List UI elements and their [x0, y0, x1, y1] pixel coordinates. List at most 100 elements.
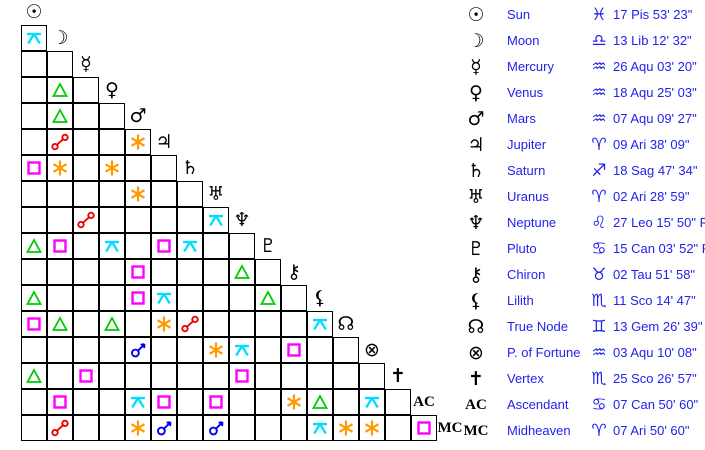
planet-name-lilith: Lilith — [507, 293, 534, 308]
legend-row-chiron[interactable]: ⚷ Chiron ♉ 02 Tau 51' 58" — [455, 262, 705, 288]
aspect-square-icon — [155, 393, 173, 411]
aspect-cell-trine — [47, 311, 73, 337]
grid-header-glyph-mercury: ☿ — [80, 52, 92, 75]
aspect-trine-icon — [25, 289, 43, 307]
aspect-cell-empty — [203, 233, 229, 259]
aspect-cell-square — [203, 389, 229, 415]
aspect-cell-square — [21, 311, 47, 337]
aspect-cell-empty — [47, 207, 73, 233]
aspect-conjunction-icon — [155, 419, 173, 437]
aspect-cell-empty — [99, 181, 125, 207]
aspect-conjunction-icon — [129, 341, 147, 359]
aspect-cell-opposition — [73, 207, 99, 233]
aspect-cell-empty — [21, 415, 47, 441]
aspect-cell-empty — [73, 259, 99, 285]
aspect-opposition-icon — [77, 211, 95, 229]
aspect-sextile-icon — [155, 315, 173, 333]
aspect-cell-empty — [73, 155, 99, 181]
planet-name-pluto: Pluto — [507, 241, 537, 256]
aspect-cell-semisextile — [151, 285, 177, 311]
planet-position-mars: 07 Aqu 09' 27" — [613, 111, 697, 126]
legend-row-midheaven[interactable]: MC Midheaven ♈ 07 Ari 50' 60" — [455, 418, 705, 444]
legend-row-moon[interactable]: ☽ Moon ♎ 13 Lib 12' 32" — [455, 28, 705, 54]
aspect-sextile-icon — [337, 419, 355, 437]
planet-glyph-neptune-icon: ♆ — [467, 211, 485, 234]
aspect-opposition-icon — [181, 315, 199, 333]
aspect-cell-empty — [281, 363, 307, 389]
aspect-trine-icon — [259, 289, 277, 307]
planet-glyph-vertex-icon: ✝ — [468, 367, 484, 390]
legend-row-neptune[interactable]: ♆ Neptune ♌ 27 Leo 15' 50" R — [455, 210, 705, 236]
aspect-cell-square — [73, 363, 99, 389]
planet-name-true_node: True Node — [507, 319, 568, 334]
aspect-cell-semisextile — [359, 389, 385, 415]
grid-header-glyph-ascendant: AC — [413, 393, 435, 410]
planet-position-lilith: 11 Sco 14' 47" — [613, 293, 696, 308]
legend-row-mercury[interactable]: ☿ Mercury ♒ 26 Aqu 03' 20" — [455, 54, 705, 80]
aspect-cell-empty — [281, 311, 307, 337]
aspect-cell-empty — [47, 181, 73, 207]
aspect-cell-empty — [99, 415, 125, 441]
planet-name-moon: Moon — [507, 33, 540, 48]
planet-position-true_node: 13 Gem 26' 39" R — [613, 319, 705, 334]
grid-header-glyph-fortune: ⊗ — [364, 338, 380, 361]
planet-name-mars: Mars — [507, 111, 536, 126]
aspect-cell-square — [125, 285, 151, 311]
zodiac-sign-can-icon: ♋ — [591, 238, 607, 259]
legend-row-uranus[interactable]: ♅ Uranus ♈ 02 Ari 28' 59" — [455, 184, 705, 210]
aspect-cell-empty — [99, 363, 125, 389]
legend-row-mars[interactable]: ♂ Mars ♒ 07 Aqu 09' 27" — [455, 106, 705, 132]
legend-row-venus[interactable]: ♀ Venus ♒ 18 Aqu 25' 03" — [455, 80, 705, 106]
aspect-cell-empty — [73, 77, 99, 103]
aspect-sextile-icon — [129, 133, 147, 151]
aspect-cell-empty — [177, 337, 203, 363]
aspect-cell-empty — [125, 233, 151, 259]
aspect-semisextile-icon — [311, 315, 329, 333]
legend-row-pluto[interactable]: ♇ Pluto ♋ 15 Can 03' 52" R — [455, 236, 705, 262]
aspect-cell-empty — [99, 337, 125, 363]
planet-name-uranus: Uranus — [507, 189, 549, 204]
zodiac-sign-tau-icon: ♉ — [591, 264, 607, 285]
aspect-cell-empty — [125, 155, 151, 181]
legend-row-ascendant[interactable]: AC Ascendant ♋ 07 Can 50' 60" — [455, 392, 705, 418]
legend-row-jupiter[interactable]: ♃ Jupiter ♈ 09 Ari 38' 09" — [455, 132, 705, 158]
grid-header-glyph-neptune: ♆ — [233, 208, 251, 231]
aspect-cell-empty — [21, 103, 47, 129]
aspect-cell-empty — [203, 285, 229, 311]
aspect-trine-icon — [51, 107, 69, 125]
aspect-cell-square — [281, 337, 307, 363]
aspect-cell-empty — [21, 259, 47, 285]
aspect-trine-icon — [51, 315, 69, 333]
planet-name-midheaven: Midheaven — [507, 423, 571, 438]
grid-header-glyph-vertex: ✝ — [390, 364, 406, 387]
aspect-cell-empty — [151, 363, 177, 389]
planet-glyph-mercury-icon: ☿ — [470, 55, 482, 78]
aspect-cell-empty — [125, 207, 151, 233]
zodiac-sign-ari-icon: ♈ — [591, 186, 607, 207]
aspect-cell-empty — [255, 363, 281, 389]
legend-row-vertex[interactable]: ✝ Vertex ♏ 25 Sco 26' 57" — [455, 366, 705, 392]
planet-name-chiron: Chiron — [507, 267, 546, 282]
legend-row-fortune[interactable]: ⊗ P. of Fortune ♒ 03 Aqu 10' 08" — [455, 340, 705, 366]
aspect-cell-empty — [307, 363, 333, 389]
aspect-cell-empty — [21, 77, 47, 103]
aspect-cell-semisextile — [21, 25, 47, 51]
legend-row-true_node[interactable]: ☊ True Node ♊ 13 Gem 26' 39" R — [455, 314, 705, 340]
aspect-semisextile-icon — [155, 289, 173, 307]
aspect-cell-square — [151, 389, 177, 415]
legend-row-lilith[interactable]: ⚸ Lilith ♏ 11 Sco 14' 47" — [455, 288, 705, 314]
aspect-trine-icon — [103, 315, 121, 333]
aspect-semisextile-icon — [233, 341, 251, 359]
aspect-cell-opposition — [47, 415, 73, 441]
aspect-square-icon — [77, 367, 95, 385]
legend-row-saturn[interactable]: ♄ Saturn ♐ 18 Sag 47' 34" — [455, 158, 705, 184]
aspect-cell-empty — [73, 337, 99, 363]
planet-position-moon: 13 Lib 12' 32" — [613, 33, 692, 48]
planet-glyph-pluto-icon: ♇ — [467, 237, 485, 260]
aspect-trine-icon — [311, 393, 329, 411]
legend-row-sun[interactable]: ☉ Sun ♓ 17 Pis 53' 23" — [455, 2, 705, 28]
grid-header-glyph-chiron: ⚷ — [287, 260, 301, 283]
aspect-cell-empty — [21, 337, 47, 363]
planet-glyph-uranus-icon: ♅ — [467, 185, 485, 208]
zodiac-sign-aqu-icon: ♒ — [591, 82, 607, 103]
